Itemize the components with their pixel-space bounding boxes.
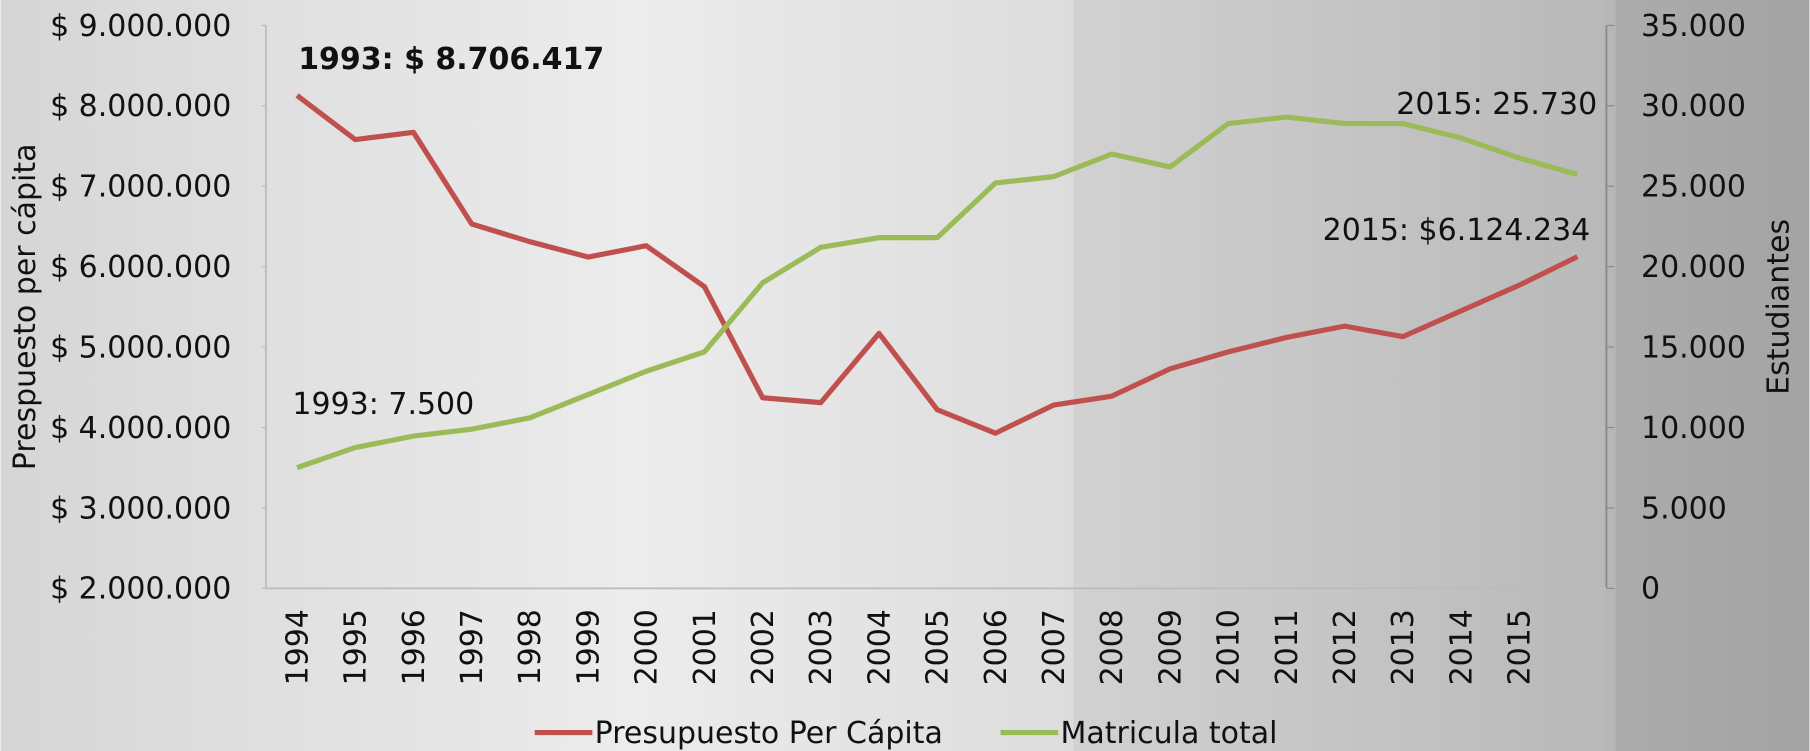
x-tick-label: 2009 bbox=[1153, 609, 1188, 685]
x-tick-label: 2012 bbox=[1328, 609, 1363, 685]
x-tick-label: 1999 bbox=[571, 609, 606, 685]
x-tick-label: 2011 bbox=[1270, 609, 1305, 685]
x-tick-label: 2005 bbox=[921, 609, 956, 685]
x-tick-label: 2006 bbox=[979, 609, 1014, 685]
x-tick-label: 2010 bbox=[1212, 609, 1247, 685]
series-line bbox=[296, 114, 1579, 471]
y-tick-label: $ 9.000.000 bbox=[50, 9, 231, 44]
y-axis-title: Prespuesto per cápita bbox=[8, 143, 43, 470]
x-tick-label: 1997 bbox=[455, 609, 490, 685]
y-tick-label: $ 2.000.000 bbox=[50, 572, 231, 607]
legend-label: Presupuesto Per Cápita bbox=[595, 716, 943, 751]
x-tick-label: 1994 bbox=[280, 609, 315, 685]
y2-tick-label: 10.000 bbox=[1641, 411, 1746, 446]
y2-tick-label: 30.000 bbox=[1641, 89, 1746, 124]
y2-tick-label: 5.000 bbox=[1641, 491, 1727, 526]
annotation: 1993: 7.500 bbox=[292, 387, 474, 422]
y2-tick-label: 15.000 bbox=[1641, 330, 1746, 365]
x-tick-label: 2015 bbox=[1503, 609, 1538, 685]
y-tick-label: $ 3.000.000 bbox=[50, 491, 231, 526]
y-tick-label: $ 7.000.000 bbox=[50, 170, 231, 205]
x-tick-label: 2000 bbox=[630, 609, 665, 685]
annotation: 2015: 25.730 bbox=[1396, 87, 1597, 122]
x-tick-label: 2007 bbox=[1037, 609, 1072, 685]
x-tick-label: 2003 bbox=[804, 609, 839, 685]
x-tick-label: 2001 bbox=[688, 609, 723, 685]
x-tick-label: 2004 bbox=[862, 609, 897, 685]
x-tick-label: 1995 bbox=[339, 609, 374, 685]
x-tick-label: 2014 bbox=[1444, 609, 1479, 685]
x-tick-label: 1996 bbox=[397, 609, 432, 685]
y-tick-label: $ 5.000.000 bbox=[50, 330, 231, 365]
y2-axis-title: Estudiantes bbox=[1762, 219, 1797, 395]
annotation: 2015: $6.124.234 bbox=[1323, 213, 1591, 248]
y2-tick-label: 25.000 bbox=[1641, 170, 1746, 205]
y-tick-label: $ 4.000.000 bbox=[50, 411, 231, 446]
y-tick-label: $ 6.000.000 bbox=[50, 250, 231, 285]
annotation: 1993: $ 8.706.417 bbox=[298, 42, 604, 77]
building bbox=[1615, 0, 1810, 751]
y-tick-label: $ 8.000.000 bbox=[50, 89, 231, 124]
series-line bbox=[295, 93, 1579, 436]
y2-tick-label: 20.000 bbox=[1641, 250, 1746, 285]
legend-label: Matricula total bbox=[1061, 716, 1278, 751]
x-tick-label: 2008 bbox=[1095, 609, 1130, 685]
x-tick-label: 1998 bbox=[513, 609, 548, 685]
x-tick-label: 2002 bbox=[746, 609, 781, 685]
y2-tick-label: 35.000 bbox=[1641, 9, 1746, 44]
y2-tick-label: 0 bbox=[1641, 572, 1660, 607]
x-tick-label: 2013 bbox=[1386, 609, 1421, 685]
